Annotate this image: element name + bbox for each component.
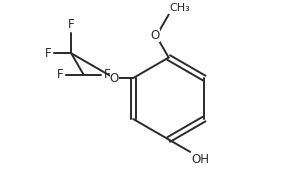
Text: F: F	[45, 47, 51, 60]
Text: F: F	[68, 18, 74, 31]
Text: CH₃: CH₃	[170, 3, 190, 13]
Text: OH: OH	[191, 153, 209, 166]
Text: O: O	[151, 29, 160, 42]
Text: F: F	[104, 68, 110, 81]
Text: F: F	[57, 68, 64, 81]
Text: O: O	[110, 72, 119, 85]
